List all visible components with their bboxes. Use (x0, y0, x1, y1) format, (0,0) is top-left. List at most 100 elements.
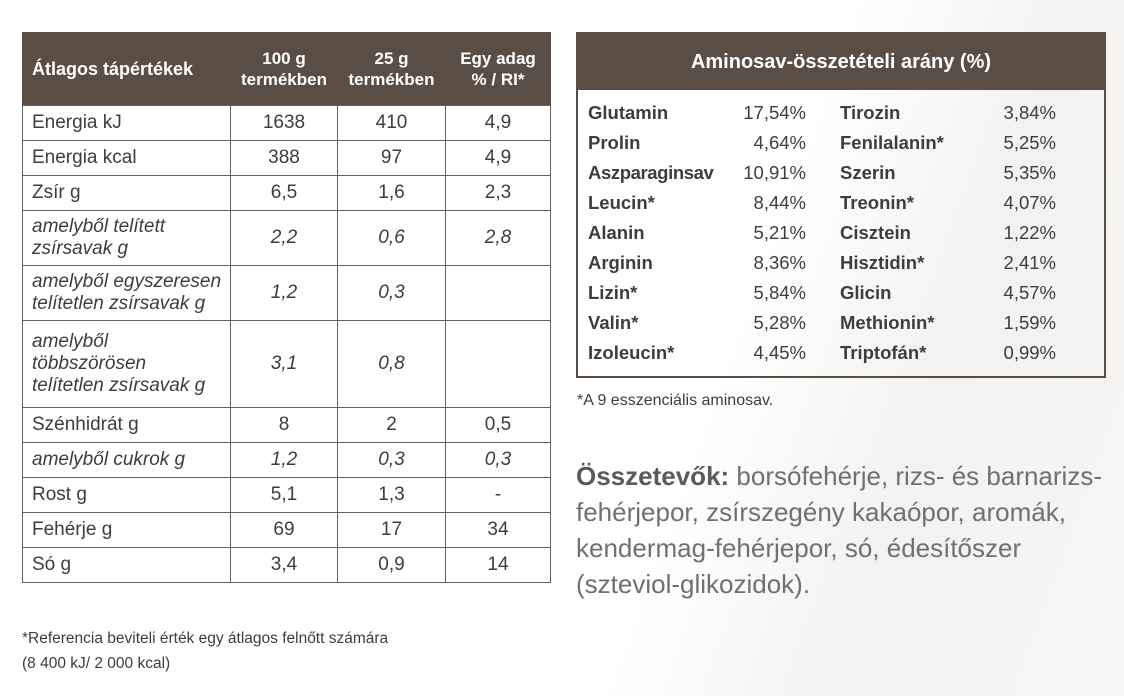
table-row: amelyből többszörösen telítetlen zsírsav… (22, 320, 551, 408)
amino-value: 5,28% (753, 312, 806, 333)
header-serving-ri-line1: Egy adag (460, 49, 536, 68)
value-25g: 0,3 (337, 265, 446, 321)
value-25g: 1,3 (337, 477, 446, 513)
value-ri: 4,9 (445, 140, 551, 176)
value-100g: 388 (230, 140, 338, 176)
amino-name: Szerin (840, 162, 896, 183)
amino-row: Aszparaginsav 10,91% Szerin 5,35% (588, 158, 1098, 188)
value-25g: 97 (337, 140, 446, 176)
row-label: amelyből többszörösen telítetlen zsírsav… (22, 320, 231, 408)
amino-value: 5,21% (753, 222, 806, 243)
table-row: Fehérje g 69 17 34 (22, 512, 551, 548)
header-per-25g: 25 g termékben (337, 32, 446, 106)
value-100g: 1,2 (230, 442, 338, 478)
nutrition-table: Átlagos tápértékek 100 g termékben 25 g … (22, 32, 551, 583)
row-label-line1: amelyből egyszeresen (32, 271, 222, 292)
value-25g: 410 (337, 105, 446, 141)
header-per-100g: 100 g termékben (230, 32, 338, 106)
value-100g: 3,4 (230, 547, 338, 583)
row-label: amelyből cukrok g (22, 442, 231, 478)
amino-name: Arginin (588, 252, 653, 273)
amino-name: Izoleucin* (588, 342, 675, 363)
amino-name: Hisztidin* (840, 252, 925, 273)
ingredients-text: Összetevők: borsófehérje, rizs- és barna… (576, 458, 1111, 602)
amino-value: 5,25% (1003, 132, 1056, 153)
amino-name: Triptofán* (840, 342, 927, 363)
amino-value: 3,84% (1003, 102, 1056, 123)
amino-acid-panel: Aminosav-összetételi arány (%) Glutamin … (576, 32, 1106, 378)
row-label: Energia kJ (22, 105, 231, 141)
row-label-line2: zsírsavak g (32, 238, 129, 259)
amino-value: 8,36% (753, 252, 806, 273)
amino-name: Fenilalanin* (840, 132, 944, 153)
amino-row: Glutamin 17,54% Tirozin 3,84% (588, 98, 1098, 128)
row-label: amelyből telített zsírsavak g (22, 210, 231, 266)
amino-value: 4,07% (1003, 192, 1056, 213)
value-25g: 2 (337, 407, 446, 443)
header-per-100g-line1: 100 g (262, 49, 306, 68)
value-ri: 0,5 (445, 407, 551, 443)
amino-row: Alanin 5,21% Cisztein 1,22% (588, 218, 1098, 248)
row-label-line1: amelyből telített (32, 216, 166, 237)
nutrition-header-row: Átlagos tápértékek 100 g termékben 25 g … (22, 32, 551, 106)
amino-name: Lizin* (588, 282, 638, 303)
row-label: Rost g (22, 477, 231, 513)
value-100g: 2,2 (230, 210, 338, 266)
row-label: Zsír g (22, 175, 231, 211)
value-100g: 8 (230, 407, 338, 443)
nutrition-footnote-line1: *Referencia beviteli érték egy átlagos f… (22, 630, 389, 647)
value-25g: 0,9 (337, 547, 446, 583)
amino-name: Prolin (588, 132, 641, 153)
amino-name: Alanin (588, 222, 645, 243)
value-25g: 0,8 (337, 320, 446, 408)
value-ri: 14 (445, 547, 551, 583)
amino-acid-title: Aminosav-összetételi arány (%) (578, 34, 1104, 90)
amino-value: 4,45% (753, 342, 806, 363)
table-row: Rost g 5,1 1,3 - (22, 477, 551, 513)
amino-row: Arginin 8,36% Hisztidin* 2,41% (588, 248, 1098, 278)
amino-value: 1,22% (1003, 222, 1056, 243)
value-100g: 3,1 (230, 320, 338, 408)
row-label: Fehérje g (22, 512, 231, 548)
value-ri (445, 320, 551, 408)
ingredients-label: Összetevők: (576, 461, 730, 491)
amino-name: Leucin* (588, 192, 655, 213)
amino-name: Glicin (840, 282, 892, 303)
row-label-line2: többszörösen (32, 353, 147, 374)
amino-value: 17,54% (743, 102, 806, 123)
amino-value: 4,64% (753, 132, 806, 153)
table-row: amelyből telített zsírsavak g 2,2 0,6 2,… (22, 210, 551, 266)
table-row: Energia kcal 388 97 4,9 (22, 140, 551, 176)
nutrition-footnote-line2: (8 400 kJ/ 2 000 kcal) (22, 655, 171, 672)
row-label-line2: telítetlen zsírsavak g (32, 293, 206, 314)
table-row: amelyből cukrok g 1,2 0,3 0,3 (22, 442, 551, 478)
amino-value: 4,57% (1003, 282, 1056, 303)
amino-name: Methionin* (840, 312, 935, 333)
value-100g: 1,2 (230, 265, 338, 321)
header-serving-ri-line2: % / RI* (471, 70, 525, 89)
value-ri: 0,3 (445, 442, 551, 478)
amino-value: 10,91% (743, 162, 806, 183)
amino-value: 0,99% (1003, 342, 1056, 363)
amino-name: Treonin* (840, 192, 915, 213)
table-row: Só g 3,4 0,9 14 (22, 547, 551, 583)
amino-value: 8,44% (753, 192, 806, 213)
amino-row: Prolin 4,64% Fenilalanin* 5,25% (588, 128, 1098, 158)
row-label-line1: amelyből (32, 331, 109, 352)
ingredients-list: borsófehérje, rizs- és barnarizs-fehérje… (576, 461, 1102, 599)
value-ri: 4,9 (445, 105, 551, 141)
header-per-100g-line2: termékben (241, 70, 327, 89)
row-label: Energia kcal (22, 140, 231, 176)
row-label: Szénhidrát g (22, 407, 231, 443)
value-100g: 69 (230, 512, 338, 548)
value-25g: 17 (337, 512, 446, 548)
value-ri: 34 (445, 512, 551, 548)
amino-name: Cisztein (840, 222, 911, 243)
value-ri (445, 265, 551, 321)
table-row: Szénhidrát g 8 2 0,5 (22, 407, 551, 443)
amino-row: Valin* 5,28% Methionin* 1,59% (588, 308, 1098, 338)
table-row: Energia kJ 1638 410 4,9 (22, 105, 551, 141)
amino-value: 2,41% (1003, 252, 1056, 273)
amino-footnote: *A 9 esszenciális aminosav. (577, 392, 774, 409)
amino-name: Aszparaginsav (588, 162, 714, 183)
